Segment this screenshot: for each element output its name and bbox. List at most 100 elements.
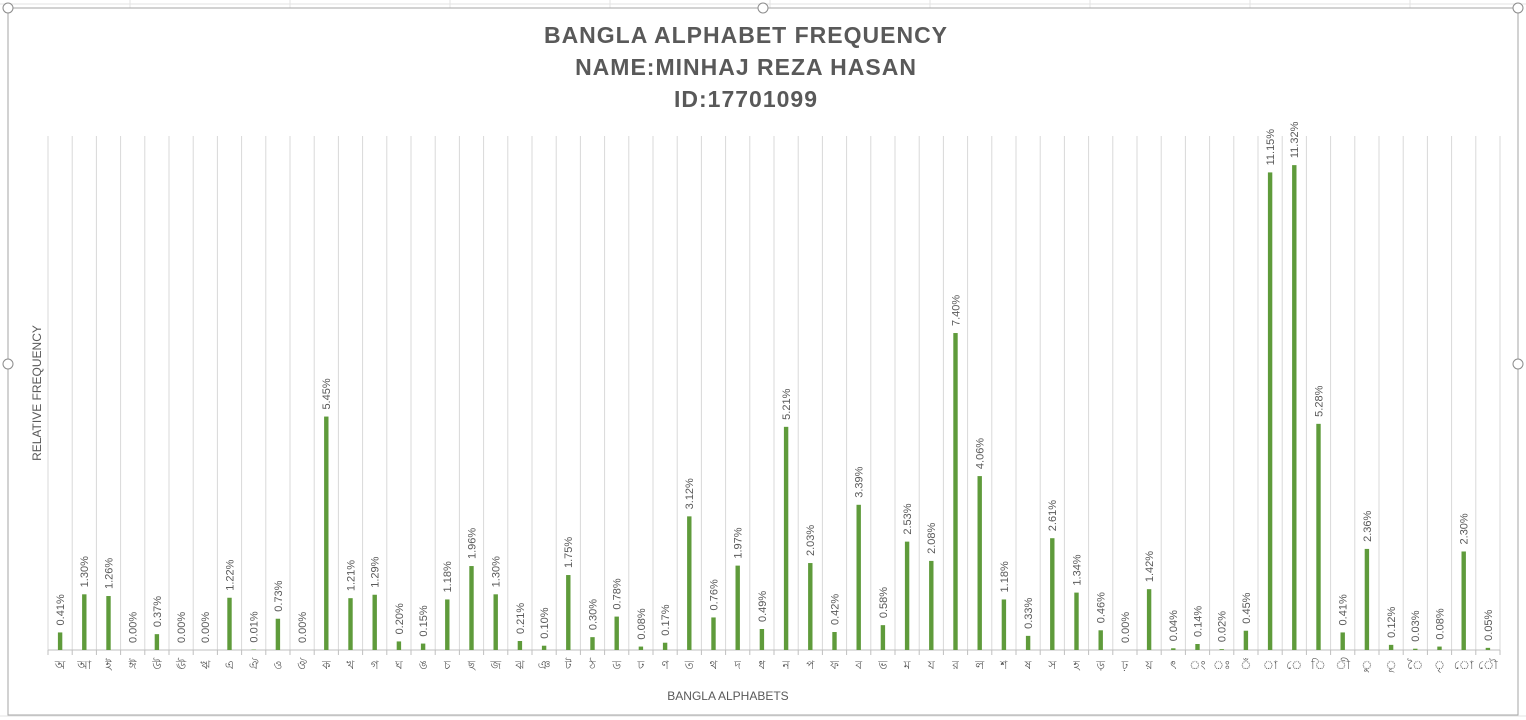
resize-handles[interactable] xyxy=(2,2,1524,370)
data-label: 0.14% xyxy=(1192,606,1204,637)
x-tick-label: দ xyxy=(734,658,742,672)
chart-frame[interactable] xyxy=(7,7,1519,716)
bar xyxy=(541,645,547,650)
x-tick-label: ঔ xyxy=(297,658,307,672)
x-tick-label: ূ xyxy=(1385,658,1396,673)
data-label: 4.06% xyxy=(975,438,987,469)
x-tick-label: ঞ xyxy=(538,658,551,672)
x-tick-label: ঁ xyxy=(1240,658,1251,673)
x-tick-label: ল xyxy=(974,658,985,672)
bar xyxy=(493,594,498,650)
data-label: 3.39% xyxy=(854,466,866,497)
data-label: 0.37% xyxy=(152,596,164,627)
x-tick-label: ো xyxy=(1454,658,1474,672)
x-tick-label: ঋ xyxy=(200,658,211,672)
x-tick-label: য xyxy=(927,658,936,672)
bar xyxy=(1292,165,1297,651)
data-label: 1.75% xyxy=(563,537,575,568)
data-label: 5.28% xyxy=(1313,385,1325,416)
chart-subtitle: NAME:MINHAJ REZA HASAN xyxy=(575,54,917,80)
bar xyxy=(275,618,281,650)
x-tick-label: গ xyxy=(371,658,380,672)
data-label: 7.40% xyxy=(950,295,962,326)
x-tick-label: ি xyxy=(1310,658,1326,672)
bar xyxy=(566,575,571,650)
x-tick-label: ঝ xyxy=(514,658,525,672)
bar xyxy=(420,643,426,650)
bar xyxy=(1171,648,1176,650)
bar xyxy=(1025,635,1031,650)
data-label: 0.46% xyxy=(1096,592,1108,623)
data-label: 0.41% xyxy=(1338,594,1350,625)
bar xyxy=(735,565,740,650)
data-label: 5.45% xyxy=(321,378,333,409)
bar xyxy=(638,646,644,650)
bar xyxy=(808,563,813,650)
data-label: 0.45% xyxy=(1241,592,1253,623)
x-tick-label: আ xyxy=(76,658,92,672)
bar xyxy=(372,594,377,650)
bar xyxy=(1098,630,1103,650)
data-label: 0.76% xyxy=(708,579,720,610)
y-axis-title: RELATIVE FREQUENCY xyxy=(30,325,44,461)
data-label: 2.03% xyxy=(805,525,817,556)
data-label: 0.73% xyxy=(273,580,285,611)
x-tick-label: ঐ xyxy=(249,658,259,672)
x-axis-title: BANGLA ALPHABETS xyxy=(667,689,788,703)
data-label: 0.17% xyxy=(660,604,672,635)
data-label: 0.03% xyxy=(1410,610,1422,641)
x-tick-label: ম xyxy=(903,658,911,672)
data-label: 1.22% xyxy=(224,559,236,590)
x-tick-label: ড xyxy=(611,658,621,672)
data-label: 0.33% xyxy=(1023,597,1035,628)
data-label: 0.00% xyxy=(200,612,212,643)
x-tick-label: র xyxy=(951,658,959,672)
data-label: 3.12% xyxy=(684,478,696,509)
bar xyxy=(953,333,958,650)
bar xyxy=(687,516,692,650)
bar xyxy=(856,504,861,650)
bar xyxy=(469,566,474,650)
bar xyxy=(154,634,160,650)
bar xyxy=(1437,646,1442,650)
data-label: 2.30% xyxy=(1459,513,1471,544)
data-label: 2.08% xyxy=(926,522,938,553)
bar xyxy=(1461,551,1466,650)
data-label: 1.18% xyxy=(442,561,454,592)
bar xyxy=(832,632,837,650)
bar xyxy=(1146,589,1152,650)
chart-title: BANGLA ALPHABET FREQUENCY xyxy=(544,22,948,48)
bar xyxy=(1074,592,1079,650)
data-label: 2.61% xyxy=(1047,500,1059,531)
x-tick-label: প xyxy=(806,658,815,672)
bar xyxy=(759,629,765,650)
x-tick-label: উ xyxy=(151,658,162,672)
x-tick-label: ৌ xyxy=(1478,658,1498,672)
data-label: 0.12% xyxy=(1386,606,1398,637)
bar xyxy=(1388,644,1394,650)
x-tick-label: স xyxy=(1047,658,1057,672)
x-tick-label: ত xyxy=(684,658,695,672)
x-tick-label: ক xyxy=(321,658,331,672)
bar xyxy=(106,596,111,650)
bar xyxy=(1267,172,1273,651)
data-label: 1.96% xyxy=(466,528,478,559)
x-tick-label: ঊ xyxy=(175,658,187,672)
data-label: 1.21% xyxy=(345,560,357,591)
data-label: 0.08% xyxy=(636,608,648,639)
data-label: 0.41% xyxy=(55,594,67,625)
x-tick-label: ষ xyxy=(1024,658,1032,672)
x-tick-label: ঈ xyxy=(128,658,137,672)
data-label: 0.08% xyxy=(1434,608,1446,639)
x-tick-label: ও xyxy=(273,658,282,672)
bar xyxy=(783,426,789,650)
x-tick-label: শ xyxy=(999,658,1008,672)
bar xyxy=(445,599,450,650)
x-tick-label: ফ xyxy=(829,658,839,672)
x-tick-label: ৈ xyxy=(1407,658,1423,672)
bar xyxy=(929,560,934,650)
bar xyxy=(517,641,523,650)
bar xyxy=(324,416,329,650)
bar xyxy=(590,637,595,650)
